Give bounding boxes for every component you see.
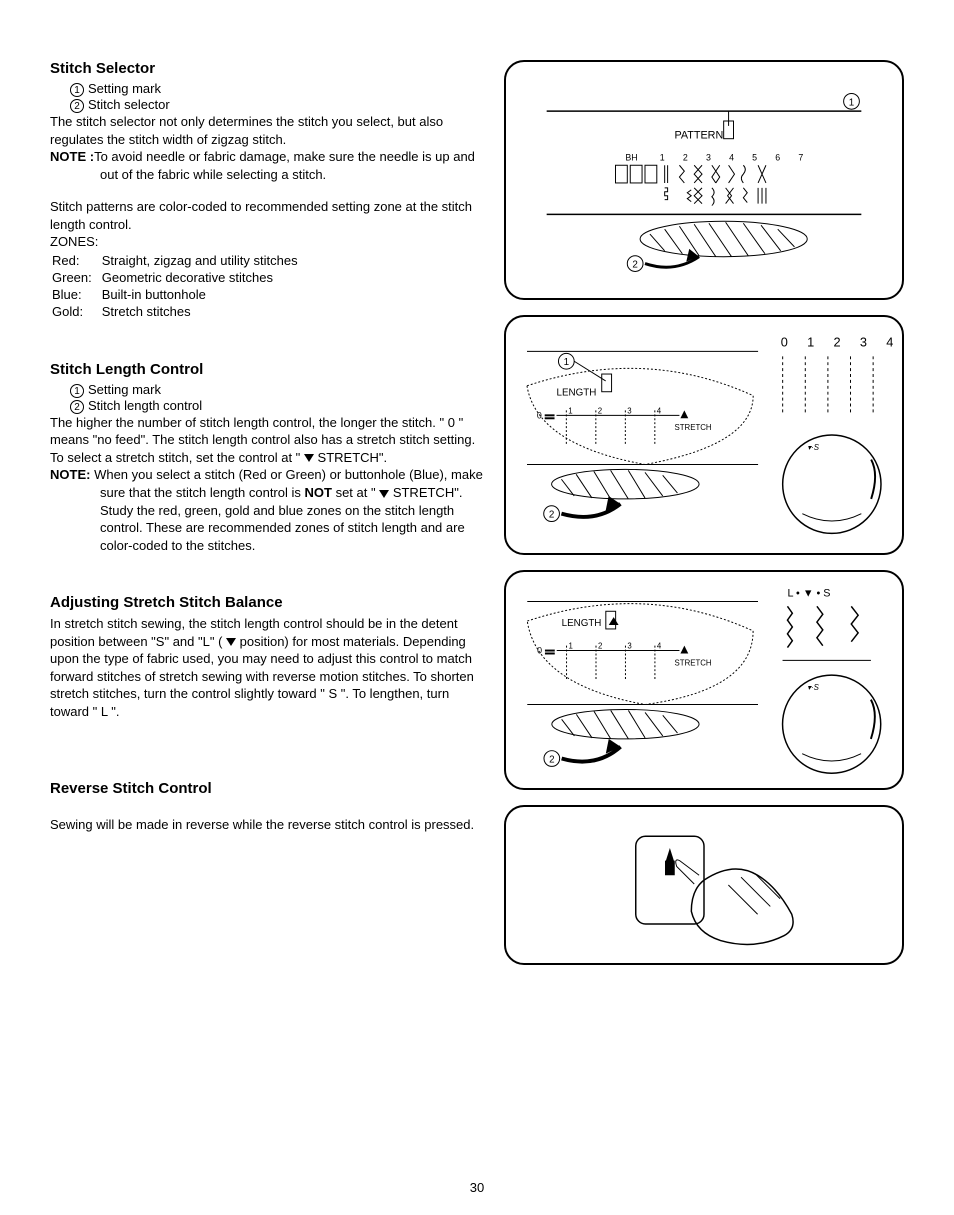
svg-text:1: 1 [564, 357, 569, 368]
stretch-balance-heading: Adjusting Stretch Stitch Balance [50, 594, 484, 611]
svg-text:BH: BH [625, 152, 637, 162]
svg-text:0: 0 [537, 410, 542, 420]
circled-number-2-icon: 2 [70, 99, 84, 113]
stitch-selector-heading: Stitch Selector [50, 60, 484, 77]
list-item: 1Setting mark [70, 81, 484, 97]
reverse-stitch-section: Reverse Stitch Control Sewing will be ma… [50, 780, 484, 834]
svg-text:▾·S: ▾·S [807, 683, 820, 692]
list-item: 1Setting mark [70, 382, 484, 398]
svg-text:2: 2 [598, 642, 602, 651]
svg-text:PATTERN: PATTERN [675, 130, 724, 142]
down-triangle-icon [304, 454, 314, 462]
table-row: Blue:Built-in buttonhole [52, 287, 306, 302]
paragraph: Stitch patterns are color-coded to recom… [50, 198, 484, 233]
zones-label: ZONES: [50, 233, 484, 251]
figure-stretch-balance: LENGTH 0 1 2 3 4 STRETCH 2 L • ▼ • S [504, 570, 904, 790]
svg-text:LENGTH: LENGTH [557, 388, 597, 399]
svg-text:2: 2 [598, 406, 602, 415]
svg-text:▾·S: ▾·S [807, 443, 820, 452]
reverse-control-diagram-icon [506, 807, 902, 963]
svg-text:1: 1 [569, 642, 573, 651]
svg-text:LENGTH: LENGTH [562, 618, 602, 629]
text-column: Stitch Selector 1Setting mark 2Stitch se… [50, 60, 484, 965]
svg-text:3: 3 [627, 642, 632, 651]
svg-text:STRETCH: STRETCH [675, 423, 712, 432]
figures-column: 1 PATTERN BH 1 2 3 4 5 6 7 [504, 60, 904, 965]
figure-stitch-selector: 1 PATTERN BH 1 2 3 4 5 6 7 [504, 60, 904, 300]
note-paragraph: NOTE :To avoid needle or fabric damage, … [50, 148, 484, 183]
table-row: Gold:Stretch stitches [52, 304, 306, 319]
svg-text:1: 1 [849, 97, 854, 108]
svg-text:1: 1 [568, 406, 572, 415]
zones-table: Red:Straight, zigzag and utility stitche… [50, 251, 308, 321]
stitch-length-heading: Stitch Length Control [50, 361, 484, 378]
circled-number-2-icon: 2 [70, 400, 84, 414]
svg-text:2: 2 [549, 754, 554, 765]
stitch-length-section: Stitch Length Control 1Setting mark 2Sti… [50, 361, 484, 554]
svg-text:0 1 2 3 4: 0 1 2 3 4 [781, 335, 901, 350]
svg-text:2: 2 [549, 510, 554, 521]
stitch-selector-section: Stitch Selector 1Setting mark 2Stitch se… [50, 60, 484, 321]
circled-number-1-icon: 1 [70, 384, 84, 398]
figure-reverse-control [504, 805, 904, 965]
note-paragraph: NOTE: When you select a stitch (Red or G… [50, 466, 484, 554]
paragraph: Sewing will be made in reverse while the… [50, 816, 484, 834]
list-item: 2Stitch length control [70, 398, 484, 414]
paragraph: The stitch selector not only determines … [50, 113, 484, 148]
stretch-balance-section: Adjusting Stretch Stitch Balance In stre… [50, 594, 484, 720]
paragraph: The higher the number of stitch length c… [50, 414, 484, 467]
length-control-diagram-icon: 1 LENGTH 0 1 2 3 4 STRETCH 2 [506, 317, 902, 553]
down-triangle-icon [379, 490, 389, 498]
svg-text:1 2 3 4 5 6 7: 1 2 3 4 5 6 7 [660, 152, 811, 162]
circled-number-1-icon: 1 [70, 83, 84, 97]
paragraph: In stretch stitch sewing, the stitch len… [50, 615, 484, 720]
stretch-balance-diagram-icon: LENGTH 0 1 2 3 4 STRETCH 2 L • ▼ • S [506, 572, 902, 788]
stitch-selector-diagram-icon: 1 PATTERN BH 1 2 3 4 5 6 7 [506, 62, 902, 298]
reverse-stitch-heading: Reverse Stitch Control [50, 780, 484, 797]
table-row: Green:Geometric decorative stitches [52, 270, 306, 285]
svg-text:2: 2 [632, 260, 637, 271]
svg-text:L • ▼ • S: L • ▼ • S [787, 588, 830, 600]
table-row: Red:Straight, zigzag and utility stitche… [52, 253, 306, 268]
svg-text:4: 4 [657, 642, 662, 651]
down-triangle-icon [226, 638, 236, 646]
svg-text:STRETCH: STRETCH [675, 658, 712, 667]
svg-text:3: 3 [627, 406, 632, 415]
page-number: 30 [470, 1180, 484, 1195]
figure-length-control: 1 LENGTH 0 1 2 3 4 STRETCH 2 [504, 315, 904, 555]
svg-text:4: 4 [657, 406, 662, 415]
list-item: 2Stitch selector [70, 97, 484, 113]
